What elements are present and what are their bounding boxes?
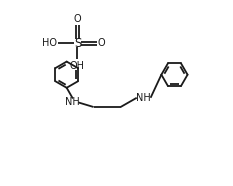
Text: NH: NH (65, 97, 79, 107)
Text: OH: OH (70, 61, 85, 71)
Text: O: O (97, 38, 105, 48)
Text: O: O (74, 14, 81, 24)
Text: NH: NH (136, 93, 151, 103)
Text: HO: HO (42, 38, 57, 48)
Text: S: S (74, 37, 81, 50)
